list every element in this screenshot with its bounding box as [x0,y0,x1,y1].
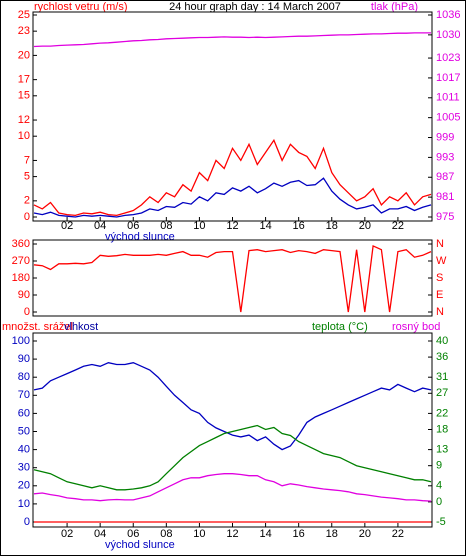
y2-tick-label: 27 [436,387,448,399]
y-tick-label: 0 [24,516,30,528]
series-line [33,138,432,217]
x-tick-label: 04 [94,220,106,232]
series-line [33,32,431,48]
y2-tick-label: S [436,272,443,284]
x-tick-label: 10 [193,528,205,540]
y2-tick-label: 4 [436,480,442,492]
y2-tick-label: N [436,238,444,250]
y-tick-label: 50 [18,425,30,437]
y2-tick-label: -5 [436,516,446,528]
y-tick-label: 20 [18,480,30,492]
y-axis-label: rychlost vetru (m/s) [34,1,128,13]
legend-entry: teplota (°C) [312,321,368,333]
y2-tick-label: 36 [436,351,448,363]
y2-tick-label: 1023 [436,52,460,64]
y2-tick-label: 999 [436,131,454,143]
x-tick-label: 20 [359,220,371,232]
x-tick-label: 18 [326,528,338,540]
x-tick-label: 22 [392,220,404,232]
series-line [33,244,432,313]
x-tick-label: 06 [127,220,139,232]
y-tick-label: 180 [12,272,30,284]
sunrise-label: východ slunce [105,539,175,551]
y-tick-label: 12 [18,114,30,126]
series-line [33,177,432,218]
y-tick-label: 23 [18,25,30,37]
legend-entry: rosný bod [392,321,440,333]
x-tick-label: 08 [160,528,172,540]
x-tick-label: 18 [326,220,338,232]
y2-tick-label: 18 [436,423,448,435]
y2-tick-label: E [436,289,443,301]
sunrise-label: východ slunce [105,231,175,243]
y-tick-label: 10 [18,498,30,510]
y-tick-label: 30 [18,462,30,474]
series-line [33,473,432,502]
x-tick-label: 02 [61,528,73,540]
y2-tick-label: 13 [436,444,448,456]
x-tick-label: 08 [160,220,172,232]
x-tick-label: 20 [359,528,371,540]
series-line [33,424,432,491]
legend-entry: vlhkost [64,321,98,333]
x-tick-label: 16 [293,528,305,540]
y2-tick-label: 9 [436,460,442,472]
x-tick-label: 04 [94,528,106,540]
x-tick-label: 12 [226,528,238,540]
y-tick-label: 360 [12,238,30,250]
y-tick-label: 100 [12,335,30,347]
y-tick-label: 0 [24,306,30,318]
y2-tick-label: 975 [436,211,454,223]
y2-tick-label: N [436,306,444,318]
y-tick-label: 270 [12,255,30,267]
y-tick-label: 80 [18,371,30,383]
y2-tick-label: 22 [436,407,448,419]
y-tick-label: 70 [18,389,30,401]
y-tick-label: 5 [24,171,30,183]
chart-title: 24 hour graph day : 14 March 2007 [169,1,341,13]
x-tick-label: 12 [226,220,238,232]
y2-tick-label: 981 [436,191,454,203]
y-tick-label: 20 [18,49,30,61]
y-tick-label: 2 [24,195,30,207]
y2-tick-label: 993 [436,151,454,163]
y2-tick-label: 1036 [436,9,460,21]
legend-entry: množst. srážel [2,321,73,333]
x-tick-label: 10 [193,220,205,232]
y2-tick-label: 0 [436,496,442,508]
series-line [33,362,432,451]
x-tick-label: 22 [392,528,404,540]
y-tick-label: 17 [18,74,30,86]
x-tick-label: 02 [61,220,73,232]
y2-tick-label: 1030 [436,29,460,41]
x-tick-label: 14 [259,528,271,540]
y2-tick-label: 987 [436,171,454,183]
x-tick-label: 16 [293,220,305,232]
y2-tick-label: 31 [436,371,448,383]
y2-tick-label: 1017 [436,72,460,84]
y-tick-label: 40 [18,444,30,456]
y2-tick-label: 1005 [436,112,460,124]
x-tick-label: 06 [127,528,139,540]
y2-tick-label: 1011 [436,92,460,104]
y-tick-label: 0 [24,211,30,223]
y2-axis-label: tlak (hPa) [371,1,418,13]
y-tick-label: 60 [18,407,30,419]
y-tick-label: 90 [18,353,30,365]
y2-tick-label: W [436,255,447,267]
y-tick-label: 90 [18,289,30,301]
y-tick-label: 25 [18,9,30,21]
y2-tick-label: 40 [436,335,448,347]
y-tick-label: 7 [24,154,30,166]
y-tick-label: 10 [18,130,30,142]
y-tick-label: 15 [18,90,30,102]
x-tick-label: 14 [259,220,271,232]
